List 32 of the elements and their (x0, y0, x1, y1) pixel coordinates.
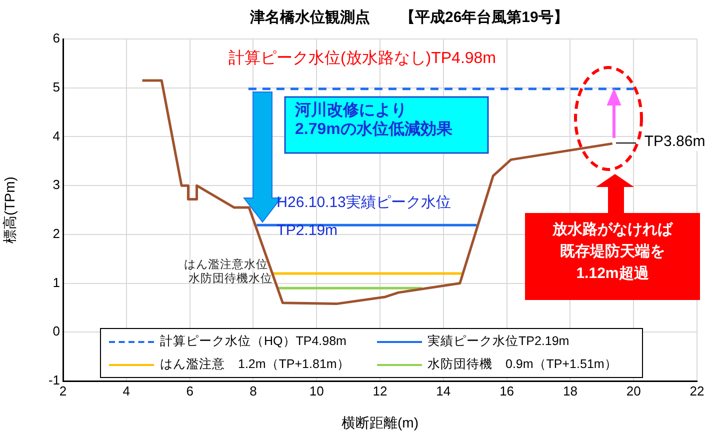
x-tick-label: 20 (626, 383, 641, 398)
x-tick-label: 18 (562, 383, 578, 398)
annotation: TP2.19m (276, 222, 338, 240)
x-tick-label: 22 (690, 383, 704, 398)
y-axis-title: 標高(TPm) (1, 176, 18, 244)
annotation: 河川改修により2.79mの水位低減効果 (295, 101, 454, 140)
y-tick-label: 0 (52, 324, 60, 339)
y-tick-label: 6 (52, 30, 60, 46)
y-tick-label: 2 (52, 226, 60, 242)
x-tick-label: 6 (186, 383, 194, 398)
annotation: TP3.86m (642, 132, 708, 151)
legend-label: はん濫注意 1.2m（TP+1.81m） (160, 356, 350, 373)
x-tick-label: 4 (122, 383, 130, 398)
y-tick-label: 5 (52, 79, 60, 94)
annotation: 水防団待機水位 (188, 273, 273, 288)
x-tick-label: 14 (436, 383, 451, 398)
y-tick-label: 1 (52, 274, 60, 290)
annotation: H26.10.13実績ピーク水位 (276, 194, 451, 212)
y-tick-label: 4 (52, 128, 60, 144)
x-tick-label: 8 (250, 383, 257, 398)
chart-title: 津名橋水位観測点 【平成26年台風第19号】 (250, 8, 568, 27)
legend-label: 実績ピーク水位TP2.19m (428, 333, 570, 350)
annotation: はん濫注意水位 (184, 258, 268, 272)
legend-label: 水防団待機 0.9m（TP+1.51m） (428, 356, 618, 373)
legend-label: 計算ピーク水位（HQ）TP4.98m (160, 333, 346, 350)
x-axis-title: 横断距離(m) (342, 414, 418, 430)
x-tick-label: 12 (372, 383, 388, 398)
y-tick-label: 3 (52, 177, 60, 192)
x-tick-label: 10 (309, 383, 324, 398)
annotation: 計算ピーク水位(放水路なし)TP4.98m (228, 49, 496, 68)
y-tick-label: -1 (48, 372, 60, 388)
x-tick-label: 16 (500, 383, 514, 398)
